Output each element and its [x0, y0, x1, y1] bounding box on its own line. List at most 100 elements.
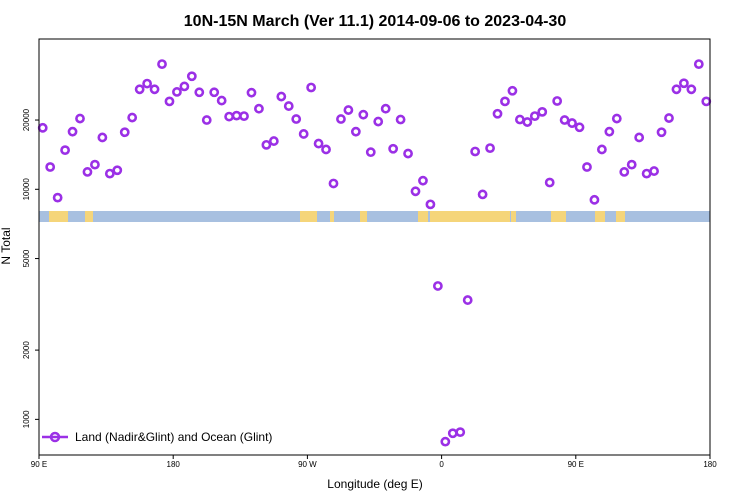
- data-point: [306, 82, 317, 93]
- y-tick-label: 10000: [22, 178, 31, 201]
- data-point: [336, 114, 346, 124]
- y-tick-label: 1000: [22, 410, 31, 428]
- data-point: [239, 111, 249, 122]
- y-tick-label: 2000: [22, 341, 31, 359]
- data-point: [544, 177, 555, 188]
- data-point: [567, 118, 577, 128]
- data-point: [425, 199, 436, 210]
- data-point: [649, 166, 659, 176]
- data-point: [656, 127, 667, 138]
- map-land: [621, 211, 625, 222]
- chart-title: 10N-15N March (Ver 11.1) 2014-09-06 to 2…: [184, 13, 567, 30]
- data-point: [209, 87, 220, 98]
- data-point: [485, 143, 495, 154]
- data-point: [45, 162, 56, 172]
- legend-marker: [49, 431, 61, 443]
- map-land: [616, 211, 621, 222]
- data-point: [671, 84, 682, 95]
- data-point: [90, 159, 100, 170]
- data-point: [186, 71, 197, 82]
- data-point: [619, 167, 630, 177]
- y-tick-label: 5000: [22, 249, 31, 267]
- data-point: [119, 127, 130, 138]
- data-point: [522, 117, 533, 127]
- map-land: [430, 211, 510, 222]
- data-point: [611, 113, 622, 124]
- x-tick-label: 90 E: [568, 460, 584, 469]
- data-point: [403, 148, 413, 159]
- data-point: [37, 122, 48, 133]
- data-point: [410, 186, 421, 197]
- y-axis: 1000 2000 5000 10000 20000: [22, 108, 39, 428]
- data-point: [380, 103, 391, 114]
- data-point: [194, 87, 205, 98]
- data-point: [283, 101, 294, 111]
- data-point: [492, 108, 503, 119]
- data-point: [626, 159, 637, 170]
- x-axis-title: Longitude (deg E): [327, 477, 422, 491]
- map-land: [595, 211, 605, 222]
- map-land: [330, 211, 334, 222]
- data-points: [37, 59, 712, 447]
- data-point: [276, 91, 287, 102]
- data-point: [455, 427, 466, 438]
- x-tick-label: 180: [703, 460, 717, 469]
- data-point: [537, 106, 548, 117]
- data-point: [664, 113, 674, 123]
- data-point: [552, 96, 563, 106]
- map-land: [551, 211, 566, 222]
- data-point: [701, 96, 712, 107]
- data-point: [127, 112, 138, 123]
- data-point: [261, 139, 272, 150]
- legend: Land (Nadir&Glint) and Ocean (Glint): [42, 430, 272, 444]
- data-point: [60, 145, 70, 156]
- data-point: [679, 78, 689, 89]
- map-land: [85, 211, 93, 222]
- data-point: [112, 165, 123, 176]
- data-point: [149, 84, 160, 95]
- data-point: [157, 59, 167, 70]
- data-point: [172, 87, 182, 97]
- data-point: [596, 144, 607, 155]
- data-point: [224, 111, 235, 122]
- y-tick-label: 20000: [22, 108, 31, 131]
- data-point: [67, 126, 78, 137]
- data-point: [134, 84, 145, 95]
- map-land: [511, 211, 516, 222]
- data-point: [97, 132, 108, 143]
- data-point: [365, 147, 376, 158]
- x-axis: 90 E 180 90 W 0 90 E 180: [31, 455, 717, 469]
- data-point: [447, 428, 458, 439]
- world-map-strip: [39, 211, 710, 222]
- data-point: [254, 103, 264, 114]
- plot-frame: [38, 38, 711, 456]
- data-point: [529, 111, 540, 122]
- map-land: [49, 211, 68, 222]
- data-point: [574, 122, 585, 133]
- legend-label: Land (Nadir&Glint) and Ocean (Glint): [75, 430, 272, 444]
- data-point: [268, 136, 279, 146]
- data-point: [686, 84, 697, 95]
- x-tick-label: 90 W: [298, 460, 317, 469]
- data-point: [462, 295, 473, 305]
- data-point: [179, 81, 190, 92]
- data-point: [634, 132, 645, 143]
- data-point: [641, 168, 652, 179]
- y-axis-title: N Total: [0, 227, 13, 264]
- data-point: [500, 96, 510, 107]
- data-point: [418, 175, 428, 186]
- data-point: [373, 116, 384, 127]
- data-point: [104, 168, 115, 179]
- data-point: [82, 167, 93, 177]
- data-point: [164, 96, 175, 107]
- data-point: [514, 114, 525, 125]
- data-point: [693, 59, 704, 70]
- data-point: [201, 115, 212, 125]
- data-point: [604, 126, 615, 137]
- data-point: [395, 114, 406, 125]
- data-point: [216, 95, 227, 106]
- data-point: [507, 85, 518, 96]
- map-ocean: [39, 211, 710, 222]
- data-point: [440, 436, 451, 447]
